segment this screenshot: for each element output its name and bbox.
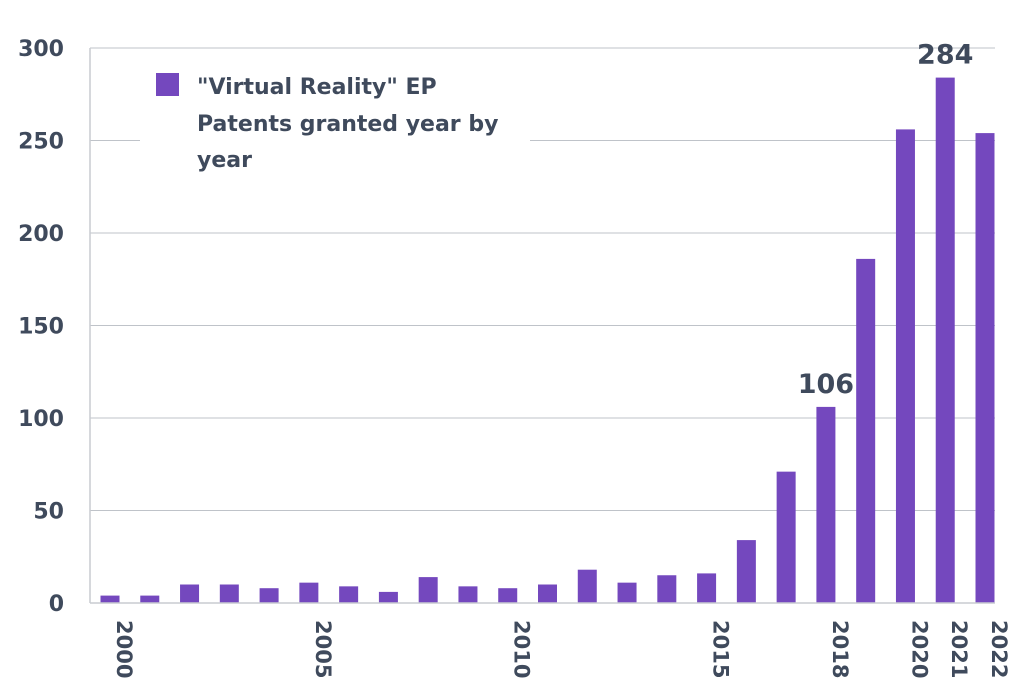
legend-label-line-3: year — [197, 148, 252, 173]
bar-2010 — [498, 588, 518, 603]
x-tick-label-2022: 2022 — [987, 620, 1011, 678]
x-tick-label-2015: 2015 — [709, 620, 733, 678]
data-label-2021: 284 — [917, 40, 973, 71]
bar-2005 — [299, 582, 319, 603]
legend: "Virtual Reality" EP Patents granted yea… — [140, 62, 530, 182]
y-tick-label-100: 100 — [18, 407, 64, 432]
data-label-2018: 106 — [798, 369, 854, 400]
y-tick-label-50: 50 — [33, 500, 64, 525]
x-tick-label-2020: 2020 — [907, 620, 931, 678]
bar-2019 — [856, 258, 876, 603]
bar-2002 — [180, 584, 200, 603]
bar-2000 — [100, 595, 120, 603]
bar-2020 — [895, 129, 915, 603]
y-tick-label-300: 300 — [18, 37, 64, 62]
bar-2021 — [935, 77, 955, 604]
x-tick-label-2018: 2018 — [828, 620, 852, 678]
bar-2011 — [538, 584, 557, 603]
y-axis-ticks: 0 50 100 150 200 250 300 — [18, 37, 64, 617]
legend-background — [140, 62, 530, 182]
bar-2006 — [339, 586, 359, 603]
y-tick-label-0: 0 — [49, 592, 64, 617]
bars — [100, 77, 995, 604]
x-tick-label-2005: 2005 — [311, 620, 335, 678]
x-axis-ticks: 2000 2005 2010 2015 2018 2020 2021 2022 — [112, 620, 1011, 678]
bar-2003 — [219, 584, 239, 603]
bar-2012 — [577, 569, 597, 603]
x-tick-label-2010: 2010 — [510, 620, 534, 678]
x-tick-label-2000: 2000 — [112, 620, 136, 678]
bar-2008 — [418, 577, 438, 603]
data-labels: 106 284 — [798, 40, 974, 400]
bar-2007 — [378, 591, 398, 603]
x-tick-label-2021: 2021 — [947, 620, 971, 678]
legend-label-line-1: "Virtual Reality" EP — [197, 75, 437, 100]
bar-2014 — [657, 575, 677, 603]
legend-label-line-2: Patents granted year by — [197, 112, 498, 137]
bar-2015 — [697, 573, 717, 603]
bar-2004 — [259, 588, 279, 603]
legend-swatch — [156, 73, 179, 96]
axes — [89, 48, 995, 604]
bar-2016 — [736, 540, 756, 603]
bar-2001 — [140, 595, 160, 603]
bar-2018 — [816, 406, 836, 603]
bar-2022 — [975, 133, 995, 603]
bar-2009 — [458, 586, 478, 603]
y-tick-label-150: 150 — [18, 315, 64, 340]
bar-2017 — [776, 471, 796, 603]
y-tick-label-200: 200 — [18, 222, 64, 247]
y-tick-label-250: 250 — [18, 130, 64, 155]
bar-2013 — [617, 582, 637, 603]
